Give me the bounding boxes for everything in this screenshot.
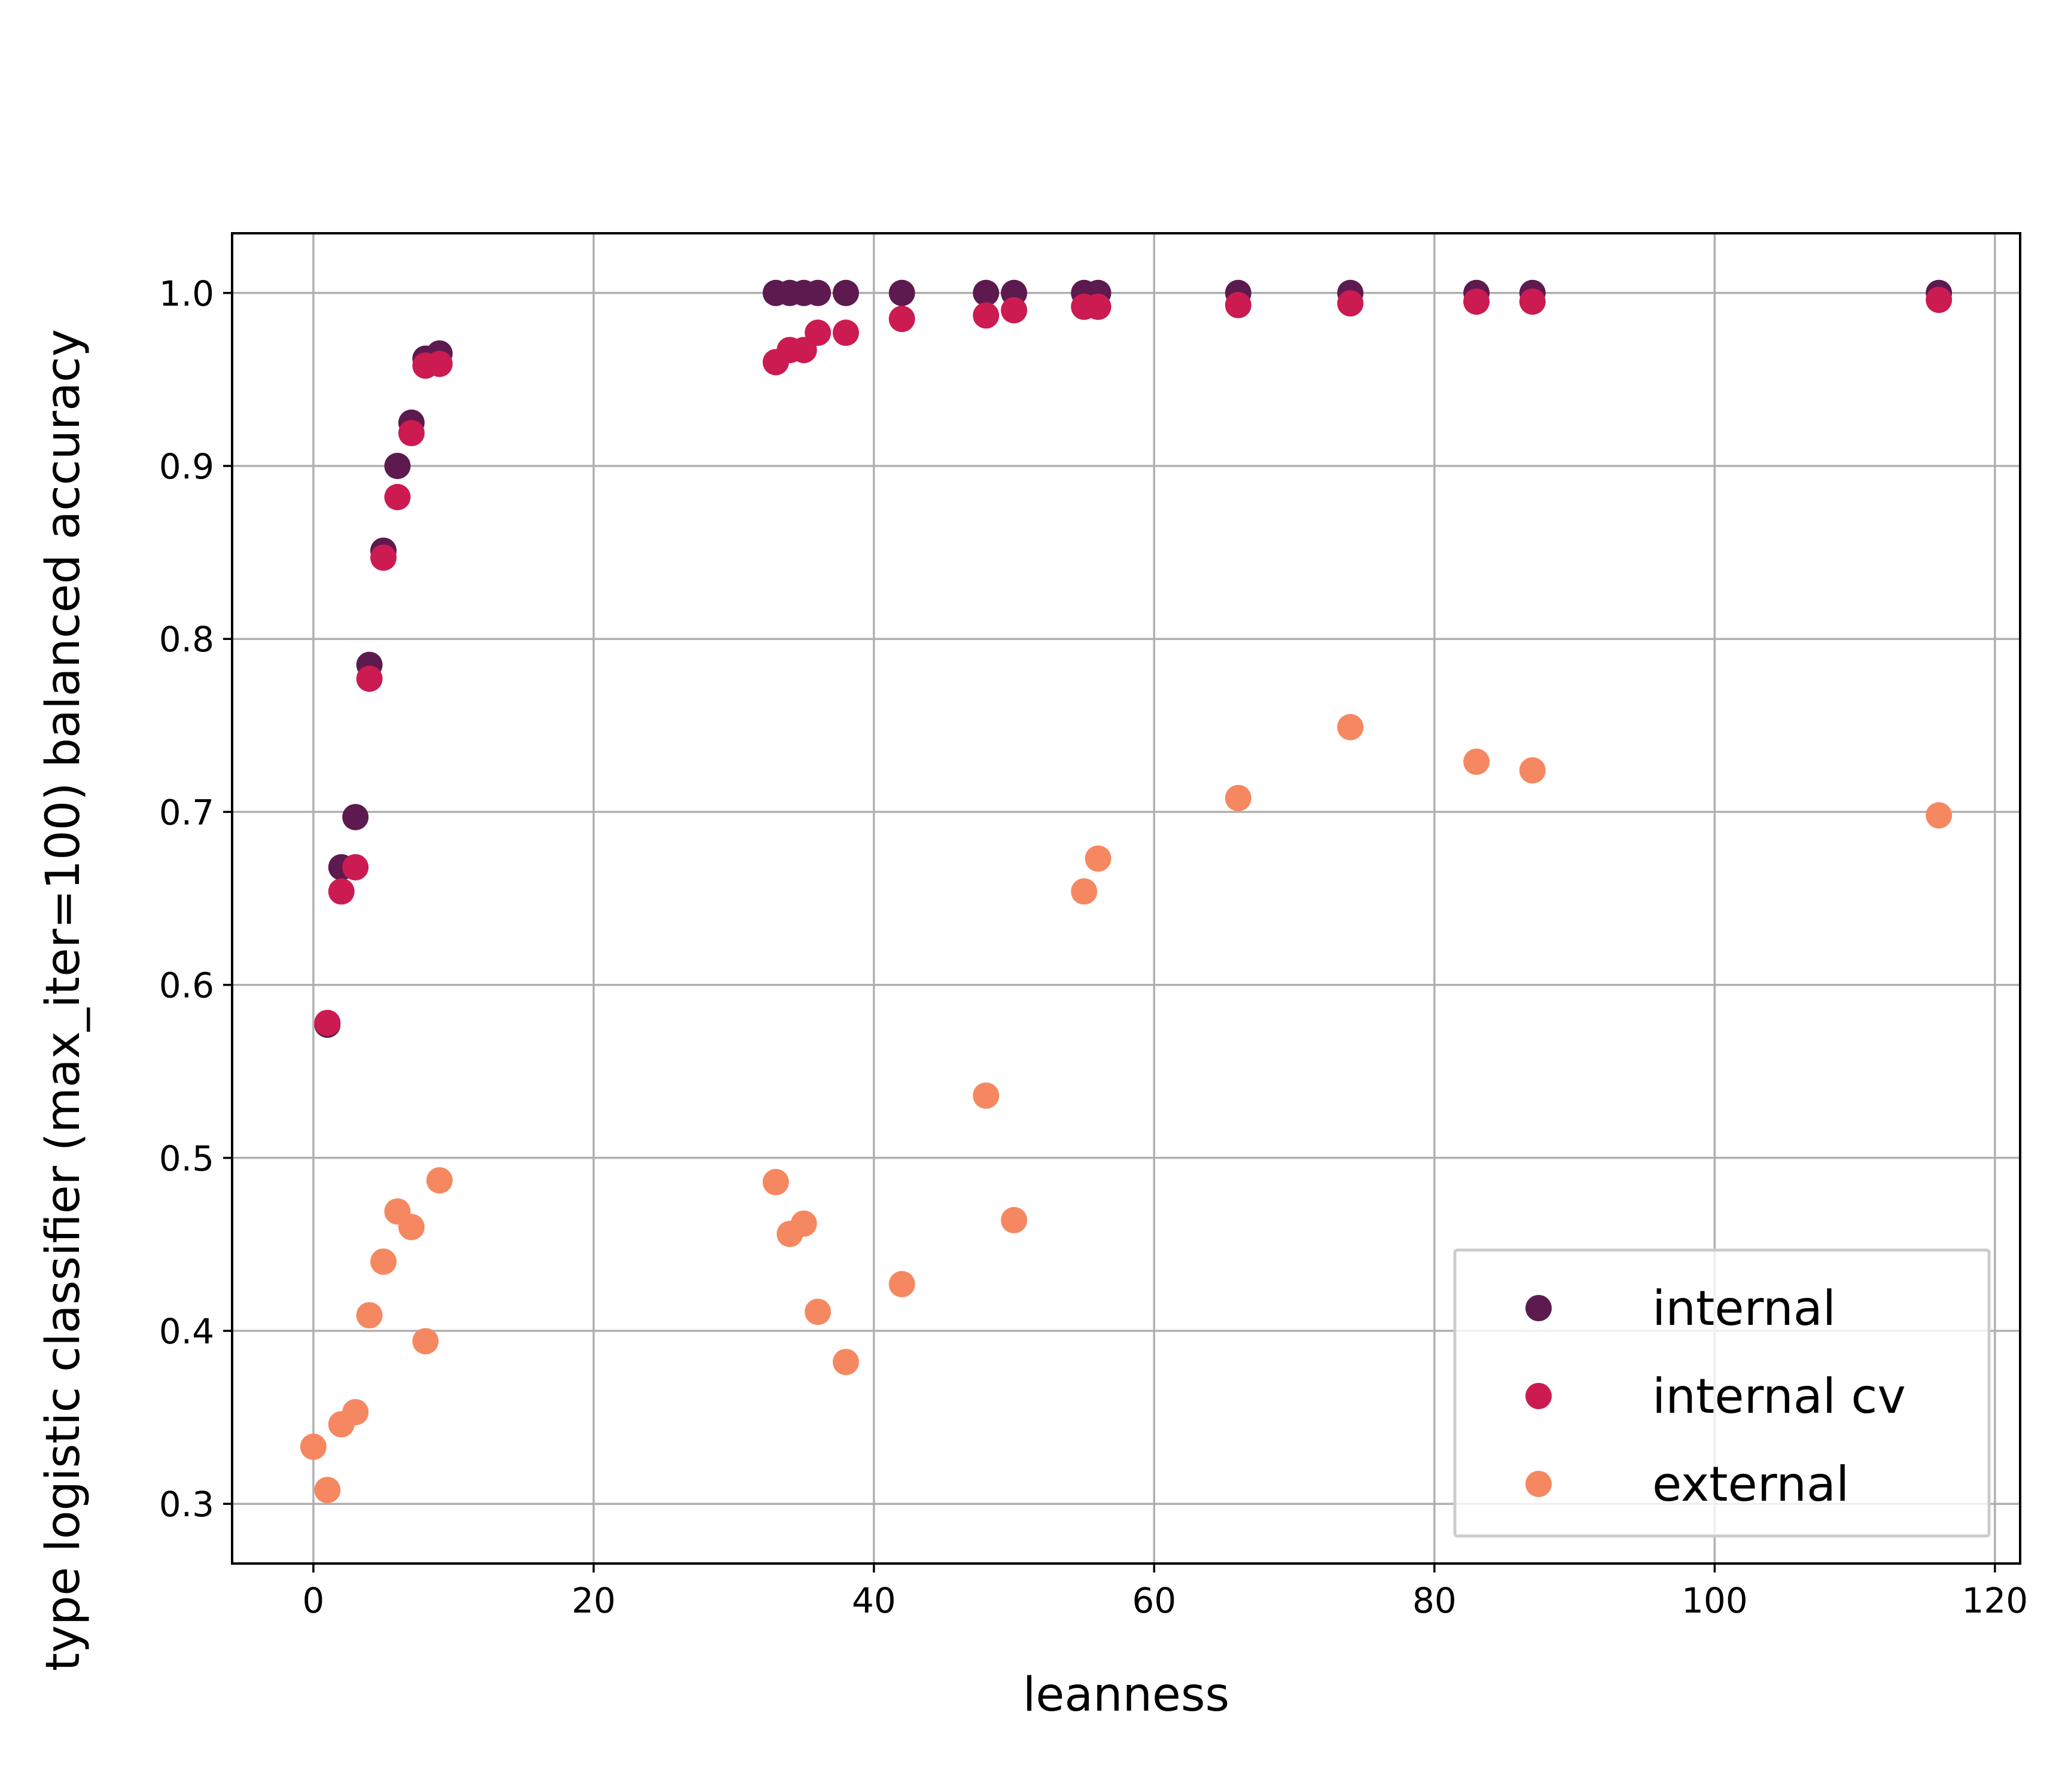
point-internal-cv [833, 319, 860, 346]
point-external [356, 1302, 383, 1328]
point-internal-cv [1001, 297, 1028, 324]
point-internal [805, 279, 832, 306]
point-external [888, 1270, 915, 1297]
x-tick-label: 0 [302, 1580, 324, 1621]
legend: internal internal cv external [1453, 1248, 1991, 1538]
y-tick-label: 0.8 [159, 619, 214, 660]
x-tick-label: 40 [852, 1580, 896, 1621]
point-internal-cv [1926, 287, 1953, 313]
point-internal-cv [805, 319, 832, 346]
point-internal-cv [426, 351, 453, 377]
point-internal-cv [342, 854, 369, 880]
point-internal-cv [384, 484, 411, 511]
point-internal-cv [973, 302, 1000, 329]
point-external [1085, 845, 1111, 872]
y-tick-label: 0.9 [159, 446, 214, 487]
point-external [1519, 757, 1546, 784]
point-external [342, 1398, 369, 1425]
point-external [1463, 748, 1490, 775]
point-external [426, 1167, 453, 1194]
y-tick-label: 0.5 [159, 1138, 214, 1179]
point-external [762, 1169, 789, 1196]
legend-marker-internal-cv [1525, 1383, 1552, 1409]
point-external [790, 1210, 817, 1237]
point-external [1337, 714, 1364, 740]
point-internal-cv [1225, 292, 1251, 319]
x-tick-label: 20 [571, 1580, 616, 1621]
point-external [370, 1248, 397, 1275]
legend-marker-internal [1525, 1295, 1552, 1321]
point-external [300, 1433, 327, 1460]
plot-frame [231, 232, 2021, 1565]
point-external [973, 1082, 1000, 1109]
point-external [398, 1214, 425, 1241]
point-external [314, 1477, 341, 1504]
point-internal [833, 279, 860, 306]
point-external [833, 1349, 860, 1376]
x-tick-label: 100 [1682, 1580, 1748, 1621]
data-points [300, 279, 1953, 1504]
x-tick-label: 120 [1962, 1580, 2028, 1621]
point-internal-cv [1085, 293, 1111, 320]
x-tick-label: 80 [1412, 1580, 1457, 1621]
grid-lines [232, 233, 2020, 1564]
point-internal [973, 279, 1000, 306]
legend-label-internal: internal [1652, 1281, 1836, 1336]
point-internal-cv [356, 665, 383, 692]
y-tick-label: 0.4 [159, 1311, 214, 1352]
legend-label-internal-cv: internal cv [1652, 1369, 1906, 1424]
legend-box [1453, 1248, 1991, 1538]
point-internal-cv [888, 306, 915, 333]
point-internal-cv [1519, 288, 1546, 315]
legend-marker-external [1525, 1471, 1552, 1497]
point-external [1071, 878, 1098, 905]
y-tick-label: 0.6 [159, 965, 214, 1006]
point-external [1225, 785, 1251, 812]
point-external [1001, 1206, 1028, 1233]
y-tick-label: 0.3 [159, 1484, 214, 1525]
point-external [805, 1299, 832, 1325]
point-internal [888, 279, 915, 306]
point-internal-cv [328, 878, 355, 905]
point-internal-cv [370, 544, 397, 571]
y-tick-label: 1.0 [159, 273, 214, 314]
axis-ticks: 0 20 40 60 80 100 120 0.3 0.4 0.5 0.6 0.7 0.8 0.9 1.0 [159, 273, 2028, 1621]
x-tick-label: 60 [1132, 1580, 1176, 1621]
point-internal-cv [1463, 288, 1490, 315]
y-tick-label: 0.7 [159, 792, 214, 833]
x-axis-title: leanness [1023, 1668, 1230, 1722]
point-internal-cv [1337, 290, 1364, 317]
point-internal-cv [314, 1010, 341, 1037]
y-axis-title: type logistic classifier (max_iter=100) … [36, 329, 90, 1671]
point-internal [384, 452, 411, 479]
point-internal-cv [398, 420, 425, 447]
point-external [1926, 802, 1953, 829]
point-internal [342, 804, 369, 831]
legend-label-external: external [1652, 1456, 1849, 1512]
point-external [412, 1328, 439, 1355]
